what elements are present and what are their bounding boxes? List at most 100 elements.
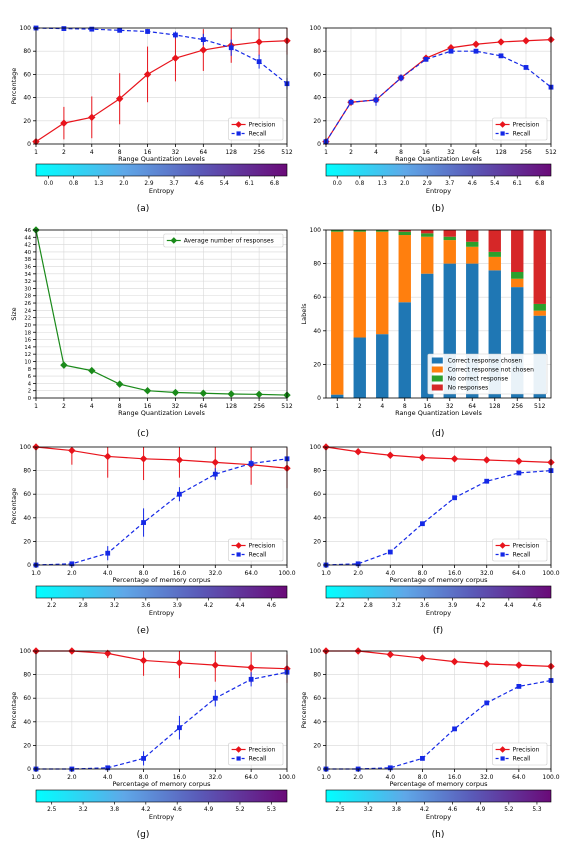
x-tick-label: 16 (423, 403, 431, 410)
colorbar-tick-label: 2.2 (47, 603, 57, 609)
y-tick-label: 20 (24, 323, 31, 329)
y-tick-label: 40 (313, 719, 321, 726)
x-tick-label: 32.0 (209, 570, 223, 577)
bar-no-responses (488, 230, 501, 252)
series-line-precision (326, 650, 552, 667)
x-tick-label: 8.0 (418, 570, 428, 577)
bar-no-correct-response (353, 230, 366, 232)
legend: Correct response chosen Correct response … (427, 353, 548, 395)
x-tick-label: 16.0 (448, 570, 462, 577)
colorbar-tick-label: 5.2 (504, 807, 514, 813)
panel-caption: (g) (137, 830, 150, 840)
bar-no-correct-response (511, 272, 524, 279)
point-recall (256, 59, 262, 65)
x-tick-label: 512 (281, 149, 293, 156)
point-recall (452, 495, 457, 501)
y-tick-label: 80 (23, 672, 31, 679)
y-axis-title: Percentage (10, 692, 18, 729)
point-precision (60, 119, 68, 127)
point-precision (515, 661, 523, 669)
colorbar: 2.2 2.8 3.2 3.6 3.9 4.2 4.4 4.6 Entropy (35, 585, 288, 617)
legend-label-precision: Precision (513, 543, 540, 550)
point-precision (472, 40, 480, 48)
axes-frame (35, 650, 288, 770)
point-average-number-of-responses (60, 361, 68, 369)
x-tick-label: 8 (403, 403, 407, 410)
legend-swatch-correct-response-chosen (431, 357, 443, 364)
bar-correct-response-chosen (331, 394, 344, 398)
bar-no-correct-response (533, 303, 546, 311)
x-tick-label: 1 (335, 403, 339, 410)
x-tick-label: 32 (172, 149, 180, 156)
point-recall (355, 561, 361, 567)
colorbar-tick-label: 6.8 (270, 181, 280, 187)
colorbar-gradient (325, 585, 552, 599)
point-recall (420, 755, 425, 761)
legend-label-recall: Recall (513, 756, 531, 763)
y-tick-label: 4 (28, 381, 32, 387)
y-tick-label: 0 (27, 141, 31, 148)
bar-correct-response-chosen (398, 302, 411, 398)
x-tick-label: 512 (545, 149, 557, 156)
colorbar-tick-label: 2.5 (335, 807, 345, 813)
colorbar-tick-label: 3.7 (169, 181, 179, 187)
x-tick-label: 64 (472, 149, 480, 156)
y-tick-label: 0 (317, 141, 321, 148)
x-axis-title: Percentage of memory corpus (389, 576, 488, 584)
colorbar-tick-label: 4.2 (420, 807, 430, 813)
colorbar-tick-label: 4.4 (235, 603, 245, 609)
x-tick-label: 128 (225, 403, 237, 410)
point-recall (212, 695, 218, 701)
y-tick-label: 6 (28, 374, 31, 380)
point-recall (89, 26, 95, 32)
point-recall (177, 491, 182, 497)
x-tick-label: 16 (422, 149, 430, 156)
legend-label-precision: Precision (513, 122, 540, 129)
point-precision (171, 54, 180, 62)
x-axis-title: Range Quantization Levels (118, 409, 205, 417)
x-tick-label: 100.0 (278, 774, 295, 781)
x-axis-title: Range Quantization Levels (118, 155, 205, 163)
colorbar-tick-label: 3.6 (420, 603, 430, 609)
y-tick-label: 60 (313, 71, 321, 78)
colorbar-tick-label: 2.8 (364, 603, 374, 609)
legend-marker-precision (235, 746, 242, 753)
panel-caption: (b) (432, 204, 445, 214)
x-tick-label: 16 (144, 403, 152, 410)
y-tick-label: 20 (313, 538, 321, 545)
colorbar-tick-label: 0.8 (69, 181, 79, 187)
x-tick-label: 4.0 (103, 774, 113, 781)
point-recall (420, 521, 425, 527)
y-tick-label: 20 (23, 742, 31, 749)
colorbar-tick-label: 0.0 (44, 181, 54, 187)
x-axis-title: Percentage of memory corpus (112, 576, 211, 584)
x-tick-label: 100.0 (542, 774, 559, 781)
y-tick-label: 18 (24, 330, 31, 336)
panel-c: 1 2 4 8 16 32 64 128 256 512024681012141618202224… (10, 226, 293, 439)
colorbar-tick-label: 5.4 (220, 181, 230, 187)
point-precision (450, 455, 459, 463)
legend-marker-recall (236, 552, 241, 557)
y-tick-label: 80 (23, 468, 31, 475)
point-recall (69, 561, 75, 567)
y-tick-label: 20 (313, 742, 321, 749)
point-recall (105, 550, 111, 556)
series-line-recall (326, 679, 552, 770)
point-average-number-of-responses (88, 366, 96, 375)
legend-marker-average-number-of-responses (170, 237, 178, 244)
point-recall (484, 700, 490, 706)
colorbar-tick-label: 4.6 (173, 807, 183, 813)
legend: Average number of responses (163, 233, 284, 248)
x-tick-label: 4.0 (386, 570, 396, 577)
y-tick-label: 42 (24, 243, 31, 249)
colorbar-tick-label: 2.9 (423, 181, 433, 187)
bar-no-correct-response (443, 236, 456, 241)
y-tick-label: 44 (24, 235, 31, 241)
legend: Precision Recall (492, 538, 548, 562)
point-precision (386, 451, 394, 459)
x-tick-label: 4 (380, 403, 384, 410)
legend-box (228, 742, 284, 766)
y-tick-label: 10 (24, 359, 31, 365)
x-tick-label: 32.0 (209, 774, 223, 781)
point-precision (483, 660, 491, 668)
